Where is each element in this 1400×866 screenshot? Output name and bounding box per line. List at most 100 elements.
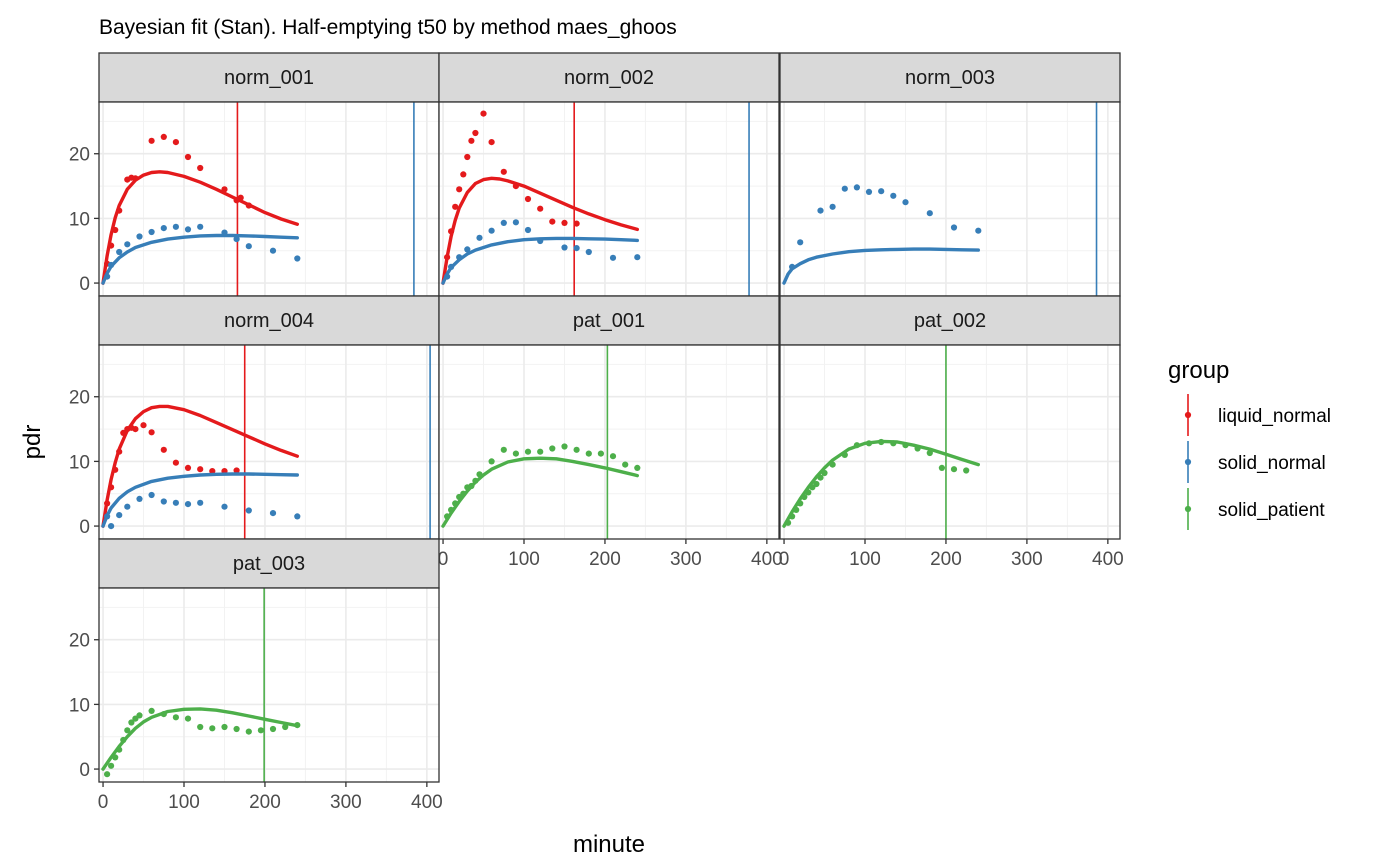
data-point-solid_patient <box>197 723 204 731</box>
x-tick-label: 0 <box>98 792 109 813</box>
data-point-solid_patient <box>902 442 909 449</box>
facet-panel-norm_003: norm_003 <box>779 52 1121 297</box>
y-axis-title: pdr <box>19 425 46 460</box>
data-point-liquid_normal <box>512 183 520 190</box>
data-point-solid_normal <box>573 245 580 252</box>
data-point-liquid_normal <box>132 175 139 182</box>
data-point-solid_normal <box>160 225 167 232</box>
panel-border <box>98 587 440 783</box>
data-point-liquid_normal <box>160 133 167 140</box>
data-point-solid_patient <box>500 446 507 453</box>
data-point-solid_patient <box>136 712 143 719</box>
data-point-solid_patient <box>950 466 958 473</box>
data-point-solid_patient <box>634 464 641 471</box>
data-point-solid_normal <box>124 241 131 248</box>
facet-strip <box>98 538 440 589</box>
data-point-solid_normal <box>585 248 592 256</box>
data-point-solid_patient <box>938 464 946 471</box>
data-point-solid_normal <box>221 503 228 510</box>
data-point-liquid_normal <box>561 219 568 226</box>
data-point-solid_normal <box>524 226 532 234</box>
panel-border <box>438 344 780 540</box>
data-point-solid_patient <box>184 715 192 722</box>
data-point-solid_normal <box>975 227 982 234</box>
data-point-liquid_normal <box>452 203 459 210</box>
data-point-solid_normal <box>817 207 824 214</box>
facet-strip <box>98 52 440 103</box>
facet-strip-label: pat_002 <box>914 310 986 332</box>
data-point-liquid_normal <box>112 466 119 473</box>
data-point-solid_patient <box>269 725 277 733</box>
data-point-solid_patient <box>865 440 873 447</box>
data-point-solid_patient <box>512 450 520 457</box>
data-point-solid_normal <box>797 239 804 246</box>
plot-background <box>780 345 1120 539</box>
data-point-solid_patient <box>108 762 115 769</box>
x-tick-label: 300 <box>1011 549 1043 570</box>
data-point-liquid_normal <box>488 139 495 146</box>
facet-strip-label: norm_002 <box>564 67 654 89</box>
panel-border <box>779 344 1121 540</box>
data-point-solid_patient <box>116 746 123 753</box>
data-point-solid_normal <box>609 254 617 261</box>
data-point-solid_patient <box>282 723 289 731</box>
data-point-solid_normal <box>294 513 301 520</box>
data-point-liquid_normal <box>184 153 192 161</box>
data-point-solid_normal <box>172 499 179 506</box>
data-point-solid_normal <box>829 203 836 210</box>
fit-line-liquid_normal <box>101 404 299 528</box>
data-point-solid_patient <box>160 711 167 718</box>
legend-key-point <box>1184 505 1192 513</box>
data-point-liquid_normal <box>233 467 240 474</box>
data-point-liquid_normal <box>468 137 475 144</box>
x-tick-label: 400 <box>751 549 783 570</box>
data-point-solid_normal <box>148 228 155 236</box>
legend-label: solid_normal <box>1218 453 1326 474</box>
data-point-liquid_normal <box>500 168 507 175</box>
y-tick-label: 10 <box>69 209 90 230</box>
plot-area <box>99 588 439 782</box>
x-tick-label: 100 <box>849 549 881 570</box>
data-point-solid_normal <box>878 188 885 195</box>
data-point-solid_patient <box>926 449 933 457</box>
data-point-solid_patient <box>448 506 455 513</box>
y-tick-label: 10 <box>69 695 90 716</box>
data-point-solid_patient <box>573 446 580 453</box>
data-point-solid_normal <box>841 185 848 192</box>
data-point-solid_normal <box>184 226 192 233</box>
data-point-solid_normal <box>926 210 933 217</box>
x-tick-label: 400 <box>1092 549 1124 570</box>
data-point-solid_patient <box>585 450 592 457</box>
data-point-liquid_normal <box>112 226 119 234</box>
data-point-liquid_normal <box>148 429 155 436</box>
data-point-solid_normal <box>104 513 111 520</box>
y-tick-label: 0 <box>79 760 90 781</box>
x-tick-label: 100 <box>168 792 200 813</box>
data-point-solid_normal <box>233 236 240 243</box>
data-point-solid_normal <box>512 219 520 226</box>
data-point-solid_patient <box>829 461 836 468</box>
fit-line-solid_normal <box>101 233 299 285</box>
y-tick-label: 20 <box>69 631 90 652</box>
data-point-liquid_normal <box>104 500 111 507</box>
data-point-solid_normal <box>456 254 463 261</box>
data-point-solid_patient <box>805 489 812 496</box>
x-tick-label: 0 <box>779 549 790 570</box>
data-point-solid_normal <box>245 507 252 514</box>
data-point-solid_patient <box>172 714 179 721</box>
data-point-solid_normal <box>488 227 495 234</box>
data-point-solid_normal <box>294 255 301 262</box>
data-point-solid_normal <box>108 261 115 269</box>
data-point-liquid_normal <box>464 153 471 161</box>
y-tick-label: 0 <box>79 517 90 538</box>
data-point-solid_patient <box>104 771 111 778</box>
data-point-solid_patient <box>549 445 556 452</box>
data-point-solid_patient <box>785 519 792 526</box>
facet-panels: norm_001 0 10 20 norm_002 norm_003 norm_004 0 10… <box>69 52 1124 813</box>
data-point-solid_normal <box>108 523 115 530</box>
facet-strip-label: pat_001 <box>573 310 645 332</box>
data-point-solid_patient <box>841 451 848 458</box>
chart-title: Bayesian fit (Stan). Half-emptying t50 b… <box>99 16 677 39</box>
data-point-liquid_normal <box>444 254 451 261</box>
